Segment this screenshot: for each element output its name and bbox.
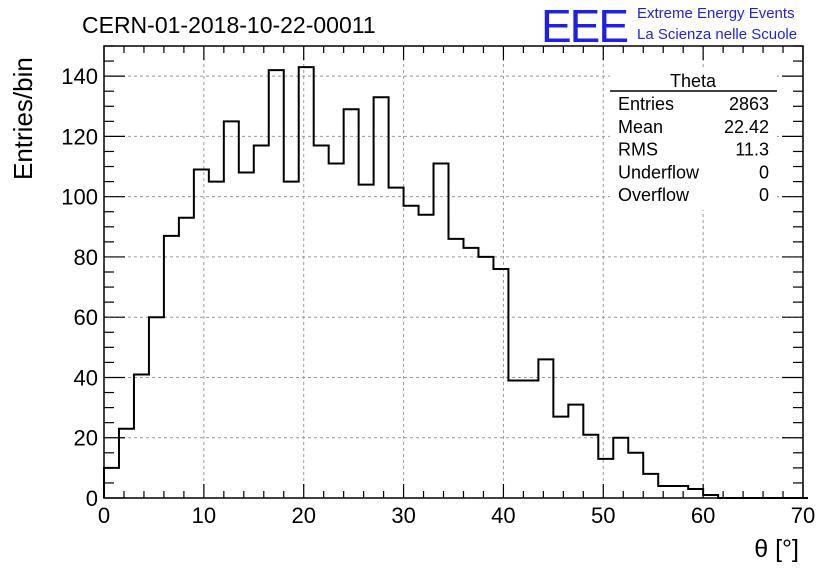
stats-label-underflow: Underflow <box>618 162 700 182</box>
stats-value-underflow: 0 <box>759 162 769 182</box>
y-tick-label: 40 <box>74 365 98 390</box>
stats-value-entries: 2863 <box>729 94 769 114</box>
x-tick-label: 40 <box>491 503 515 528</box>
y-tick-label: 100 <box>61 185 98 210</box>
x-axis-label: θ [°] <box>754 535 799 563</box>
stats-value-overflow: 0 <box>759 185 769 205</box>
histogram-series <box>103 66 808 499</box>
y-tick-labels: 0 20 40 60 80 100 120 140 <box>61 64 98 511</box>
x-tick-label: 50 <box>591 503 615 528</box>
x-tick-label: 10 <box>192 503 216 528</box>
stats-label-mean: Mean <box>618 117 663 137</box>
y-tick-label: 140 <box>61 64 98 89</box>
x-tick-labels: 0 10 20 30 40 50 60 70 <box>98 503 815 528</box>
stats-title: Theta <box>670 71 717 91</box>
logo-line-2: La Scienza nelle Scuole <box>637 26 797 43</box>
y-tick-label: 80 <box>74 245 98 270</box>
x-tick-label: 70 <box>791 503 815 528</box>
stats-label-entries: Entries <box>618 94 674 114</box>
x-tick-label: 0 <box>98 503 110 528</box>
stats-box-background <box>610 70 777 210</box>
x-tick-label: 20 <box>291 503 315 528</box>
eee-logo: EEE <box>541 0 627 52</box>
y-tick-label: 60 <box>74 305 98 330</box>
axis-ticks <box>103 45 804 499</box>
stats-label-overflow: Overflow <box>618 185 690 205</box>
stats-value-rms: 11.3 <box>735 140 769 160</box>
y-tick-label: 0 <box>86 486 98 511</box>
y-tick-label: 20 <box>74 426 98 451</box>
y-tick-label: 120 <box>61 124 98 149</box>
x-tick-label: 60 <box>691 503 715 528</box>
y-axis-label: Entries/bin <box>8 57 38 180</box>
logo-line-1: Extreme Energy Events <box>637 5 795 22</box>
run-title: CERN-01-2018-10-22-00011 <box>82 12 376 38</box>
stats-value-mean: 22.42 <box>724 117 769 137</box>
statistics-box: Theta Entries 2863 Mean 22.42 RMS 11.3 Underfl… <box>610 70 777 210</box>
x-tick-label: 30 <box>391 503 415 528</box>
stats-label-rms: RMS <box>618 140 658 160</box>
